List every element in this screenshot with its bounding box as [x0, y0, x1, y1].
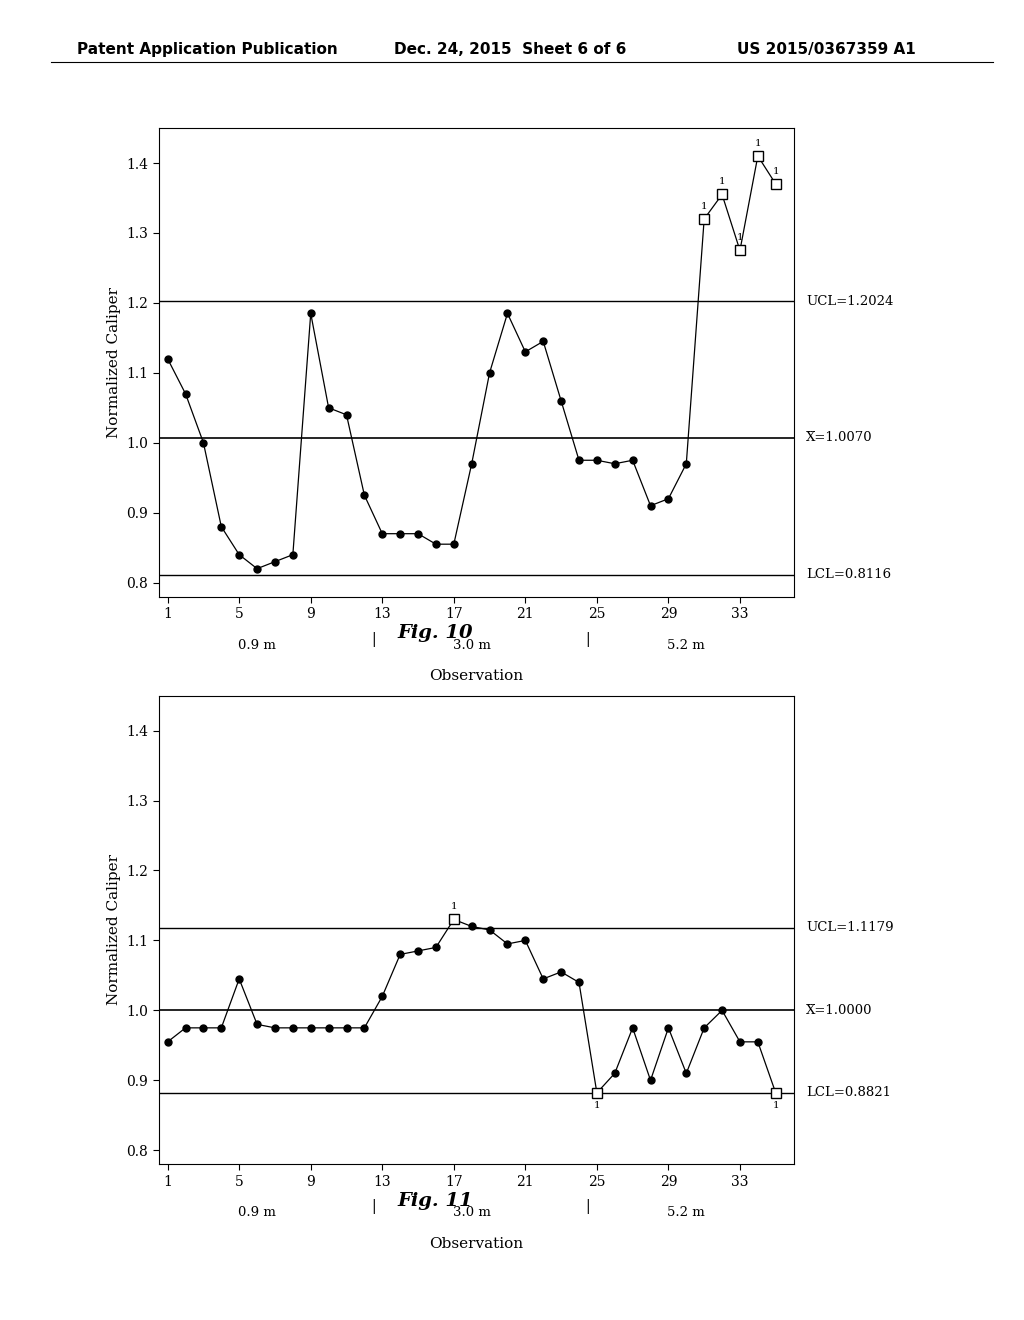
Text: Observation: Observation	[429, 1237, 523, 1251]
Text: US 2015/0367359 A1: US 2015/0367359 A1	[737, 42, 916, 57]
Y-axis label: Normalized Caliper: Normalized Caliper	[106, 286, 121, 438]
Text: 0.9 m: 0.9 m	[239, 1206, 276, 1220]
Text: 1: 1	[594, 1101, 600, 1110]
Text: Observation: Observation	[429, 669, 523, 684]
Text: 3.0 m: 3.0 m	[453, 639, 490, 652]
Text: 1: 1	[719, 177, 725, 186]
Text: 1: 1	[755, 139, 761, 148]
Y-axis label: Normalized Caliper: Normalized Caliper	[106, 854, 121, 1006]
Text: |: |	[586, 1200, 590, 1214]
Text: Patent Application Publication: Patent Application Publication	[77, 42, 338, 57]
Text: Fig. 10: Fig. 10	[397, 624, 473, 643]
Text: 1: 1	[700, 202, 708, 211]
Text: LCL=0.8821: LCL=0.8821	[806, 1086, 891, 1100]
Text: 5.2 m: 5.2 m	[668, 639, 706, 652]
Text: 1: 1	[451, 902, 457, 911]
Text: 1: 1	[736, 234, 743, 242]
Text: UCL=1.1179: UCL=1.1179	[806, 921, 894, 935]
Text: |: |	[586, 632, 590, 647]
Text: LCL=0.8116: LCL=0.8116	[806, 568, 892, 581]
Text: UCL=1.2024: UCL=1.2024	[806, 294, 894, 308]
Text: 3.0 m: 3.0 m	[453, 1206, 490, 1220]
Text: |: |	[371, 632, 376, 647]
Text: Dec. 24, 2015  Sheet 6 of 6: Dec. 24, 2015 Sheet 6 of 6	[394, 42, 627, 57]
Text: 0.9 m: 0.9 m	[239, 639, 276, 652]
Text: 1: 1	[772, 1101, 779, 1110]
Text: 5.2 m: 5.2 m	[668, 1206, 706, 1220]
Text: |: |	[371, 1200, 376, 1214]
Text: Χ̅=1.0000: Χ̅=1.0000	[806, 1005, 872, 1016]
Text: Fig. 11: Fig. 11	[397, 1192, 473, 1210]
Text: 1: 1	[772, 166, 779, 176]
Text: Χ̅=1.0070: Χ̅=1.0070	[806, 432, 872, 445]
